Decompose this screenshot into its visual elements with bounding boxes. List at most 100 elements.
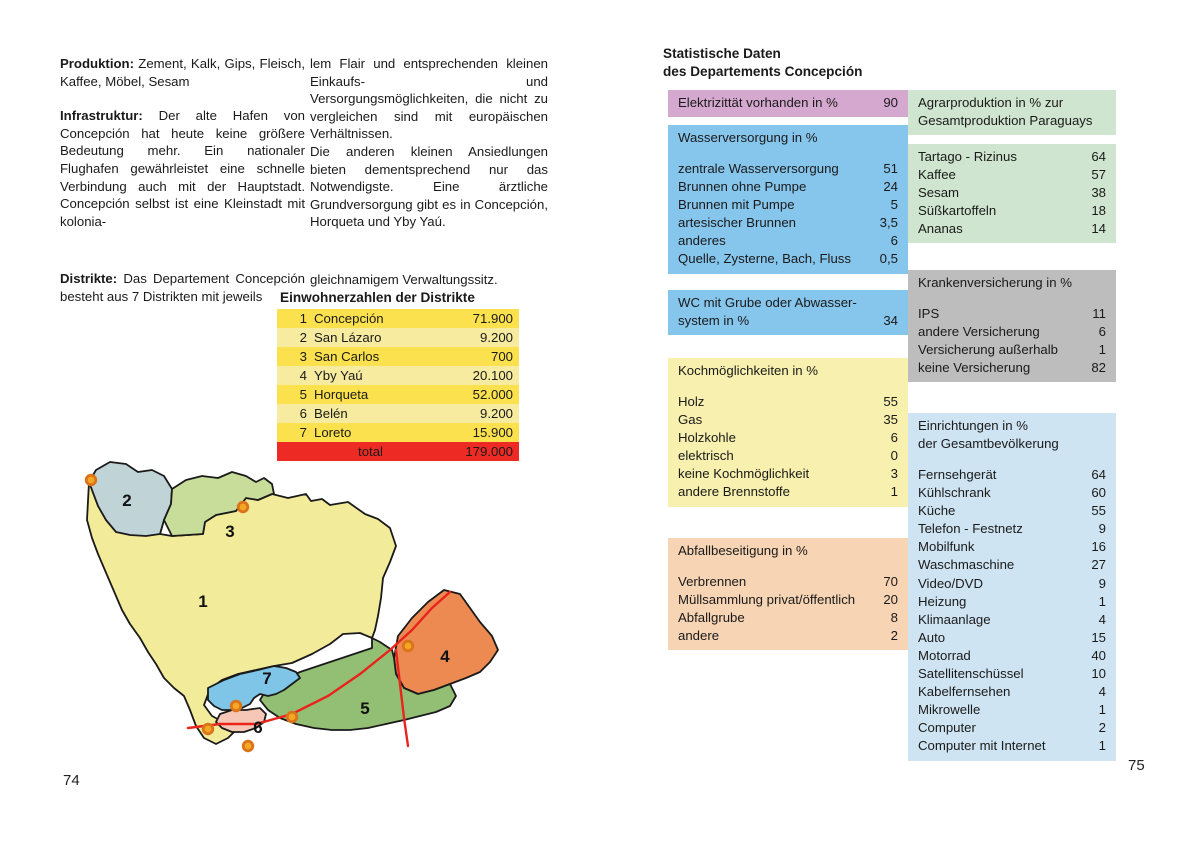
stat-value: 90 xyxy=(883,95,898,110)
stat-row: zentrale Wasserversorgung 51 xyxy=(678,160,898,178)
stat-label: Satellitenschüssel xyxy=(918,666,1024,682)
stat-label: Süßkartoffeln xyxy=(918,203,997,219)
district-population: 700 xyxy=(490,348,513,364)
label-produktion: Produktion: xyxy=(60,56,134,71)
stat-value: 8 xyxy=(890,610,898,626)
stat-value: 1 xyxy=(1098,702,1106,718)
stat-value: 40 xyxy=(1091,647,1106,663)
stat-label: artesischer Brunnen xyxy=(678,215,797,231)
stat-row: Kabelfernsehen 4 xyxy=(918,683,1106,701)
stat-row: Telefon - Festnetz 9 xyxy=(918,520,1106,538)
district-population: 20.100 xyxy=(472,367,513,383)
district-row: 2 San Lázaro 9.200 xyxy=(277,328,519,347)
stat-row: Brunnen mit Pumpe 5 xyxy=(678,196,898,214)
stat-block-header-agrarproduktion: Agrarproduktion in % zur Gesamtproduktion… xyxy=(908,90,1116,135)
stat-header-line1: Agrarproduktion in % zur xyxy=(918,95,1064,110)
stat-label: Versicherung außerhalb xyxy=(918,342,1059,358)
stat-row: keine Kochmöglichkeit 3 xyxy=(678,465,898,483)
stat-header: Wasserversorgung in % xyxy=(678,130,818,145)
statistics-title-line1: Statistische Daten xyxy=(663,46,781,61)
stat-row: Motorrad 40 xyxy=(918,647,1106,665)
stat-value: 0,5 xyxy=(879,251,898,267)
paragraph-infrastruktur: Infrastruktur: Der alte Hafen von Concep… xyxy=(60,107,305,230)
district-row: 4 Yby Yaú 20.100 xyxy=(277,366,519,385)
text-column-2: lem Flair und entsprechenden kleinen Ein… xyxy=(310,55,548,289)
stat-value: 6 xyxy=(890,430,898,446)
stat-label: Auto xyxy=(918,629,946,645)
district-table-title: Einwohnerzahlen der Distrikte xyxy=(280,290,475,305)
label-distrikte: Distrikte: xyxy=(60,271,118,287)
spacer xyxy=(678,560,898,573)
stat-block-krankenversicherung: Krankenversicherung in % IPS 11 andere Vers… xyxy=(908,270,1116,383)
stat-row: Abfallgrube 8 xyxy=(678,609,898,627)
map-label-3: 3 xyxy=(225,522,234,541)
district-row: 5 Horqueta 52.000 xyxy=(277,385,519,404)
stat-row: Mobilfunk 16 xyxy=(918,538,1106,556)
stat-block-abfallbeseitigung: Abfallbeseitigung in % Verbrennen 70 Müllsa… xyxy=(668,538,908,651)
stat-row: Auto 15 xyxy=(918,629,1106,647)
district-index: 1 xyxy=(299,310,307,326)
stat-label: Tartago - Rizinus xyxy=(918,149,1017,164)
map-region-5 xyxy=(259,637,457,731)
stat-row: Holz 55 xyxy=(678,393,898,411)
stat-value: 57 xyxy=(1091,167,1106,183)
stat-value: 0 xyxy=(890,448,898,464)
district-population: 71.900 xyxy=(472,310,513,326)
stat-value: 64 xyxy=(1091,149,1106,164)
paragraph-distrikte: Distrikte: Das Departement Concepción be… xyxy=(60,270,305,305)
stat-label: Motorrad xyxy=(918,647,971,663)
stat-label: Holz xyxy=(678,394,705,409)
stat-row: Fernsehgerät 64 xyxy=(918,466,1106,484)
city-dot xyxy=(229,699,243,713)
stat-row: IPS 11 xyxy=(918,305,1106,323)
stat-value: 18 xyxy=(1091,203,1106,219)
stat-value: 14 xyxy=(1091,221,1106,237)
stat-header-row: Elektrizittät vorhanden in % 90 xyxy=(678,94,898,112)
spacer xyxy=(678,147,898,160)
statistics-title: Statistische Daten des Departements Conc… xyxy=(663,45,862,80)
stat-row: Kühlschrank 60 xyxy=(918,484,1106,502)
page-number-left: 74 xyxy=(63,772,80,789)
stat-label: Küche xyxy=(918,503,956,519)
stat-value: 1 xyxy=(1098,342,1106,358)
stat-label: Heizung xyxy=(918,593,967,609)
stat-value: 3 xyxy=(890,466,898,482)
stat-header-line1: Einrichtungen in % xyxy=(918,418,1028,433)
stat-block-elektrizitaet: Elektrizittät vorhanden in % 90 xyxy=(668,90,908,118)
stat-value: 5 xyxy=(890,197,898,213)
stat-value: 10 xyxy=(1091,666,1106,682)
stat-label: Fernsehgerät xyxy=(918,467,997,482)
district-total-value: 179.000 xyxy=(465,443,513,459)
district-name: Belén xyxy=(314,405,348,421)
stat-label: Holzkohle xyxy=(678,430,736,446)
stat-label: Gas xyxy=(678,412,703,428)
stat-header-line2: Gesamtproduktion Paraguays xyxy=(918,113,1093,128)
stat-row: Versicherung außerhalb 1 xyxy=(918,341,1106,359)
stat-label: Müllsammlung privat/öffentlich xyxy=(678,592,856,608)
stat-header-line2: der Gesamtbevölkerung xyxy=(918,436,1059,451)
map-label-1: 1 xyxy=(198,592,207,611)
stat-row: Satellitenschüssel 10 xyxy=(918,665,1106,683)
stat-value: 64 xyxy=(1091,467,1106,482)
text-produktion: Zement, Kalk, Gips, Fleisch, Kaffee, Möb… xyxy=(60,56,305,89)
stat-value: 27 xyxy=(1091,557,1106,573)
stat-block-wasserversorgung: Wasserversorgung in % zentrale Wasservers… xyxy=(668,125,908,274)
district-total-label: total xyxy=(358,443,383,459)
district-table: 1 Concepción 71.900 2 San Lázaro 9.200 3 San Ca… xyxy=(277,309,519,461)
stat-row: Quelle, Zysterne, Bach, Fluss 0,5 xyxy=(678,250,898,268)
city-dot xyxy=(241,739,255,753)
map-label-2: 2 xyxy=(122,491,131,510)
stat-block-kochmoeglichkeiten: Kochmöglichkeiten in % Holz 55 Gas 35 Holzkoh… xyxy=(668,358,908,507)
stat-label: zentrale Wasserversorgung xyxy=(678,161,839,176)
stat-block-agrarproduktion: Tartago - Rizinus 64 Kaffee 57 Sesam 38 Süßkar… xyxy=(908,144,1116,244)
stat-header-line2: system in % xyxy=(678,313,750,328)
stat-row: Computer 2 xyxy=(918,719,1106,737)
stat-label: Ananas xyxy=(918,221,963,237)
page-number-right: 75 xyxy=(1128,757,1145,774)
stat-label: Brunnen ohne Pumpe xyxy=(678,179,807,195)
stat-row: Tartago - Rizinus 64 xyxy=(918,148,1106,166)
stat-label: andere Brennstoffe xyxy=(678,484,790,500)
text-distrikte: Das Departement Concepción besteht aus 7… xyxy=(60,271,305,304)
stat-label: Computer xyxy=(918,720,976,736)
district-name: San Carlos xyxy=(314,348,380,364)
